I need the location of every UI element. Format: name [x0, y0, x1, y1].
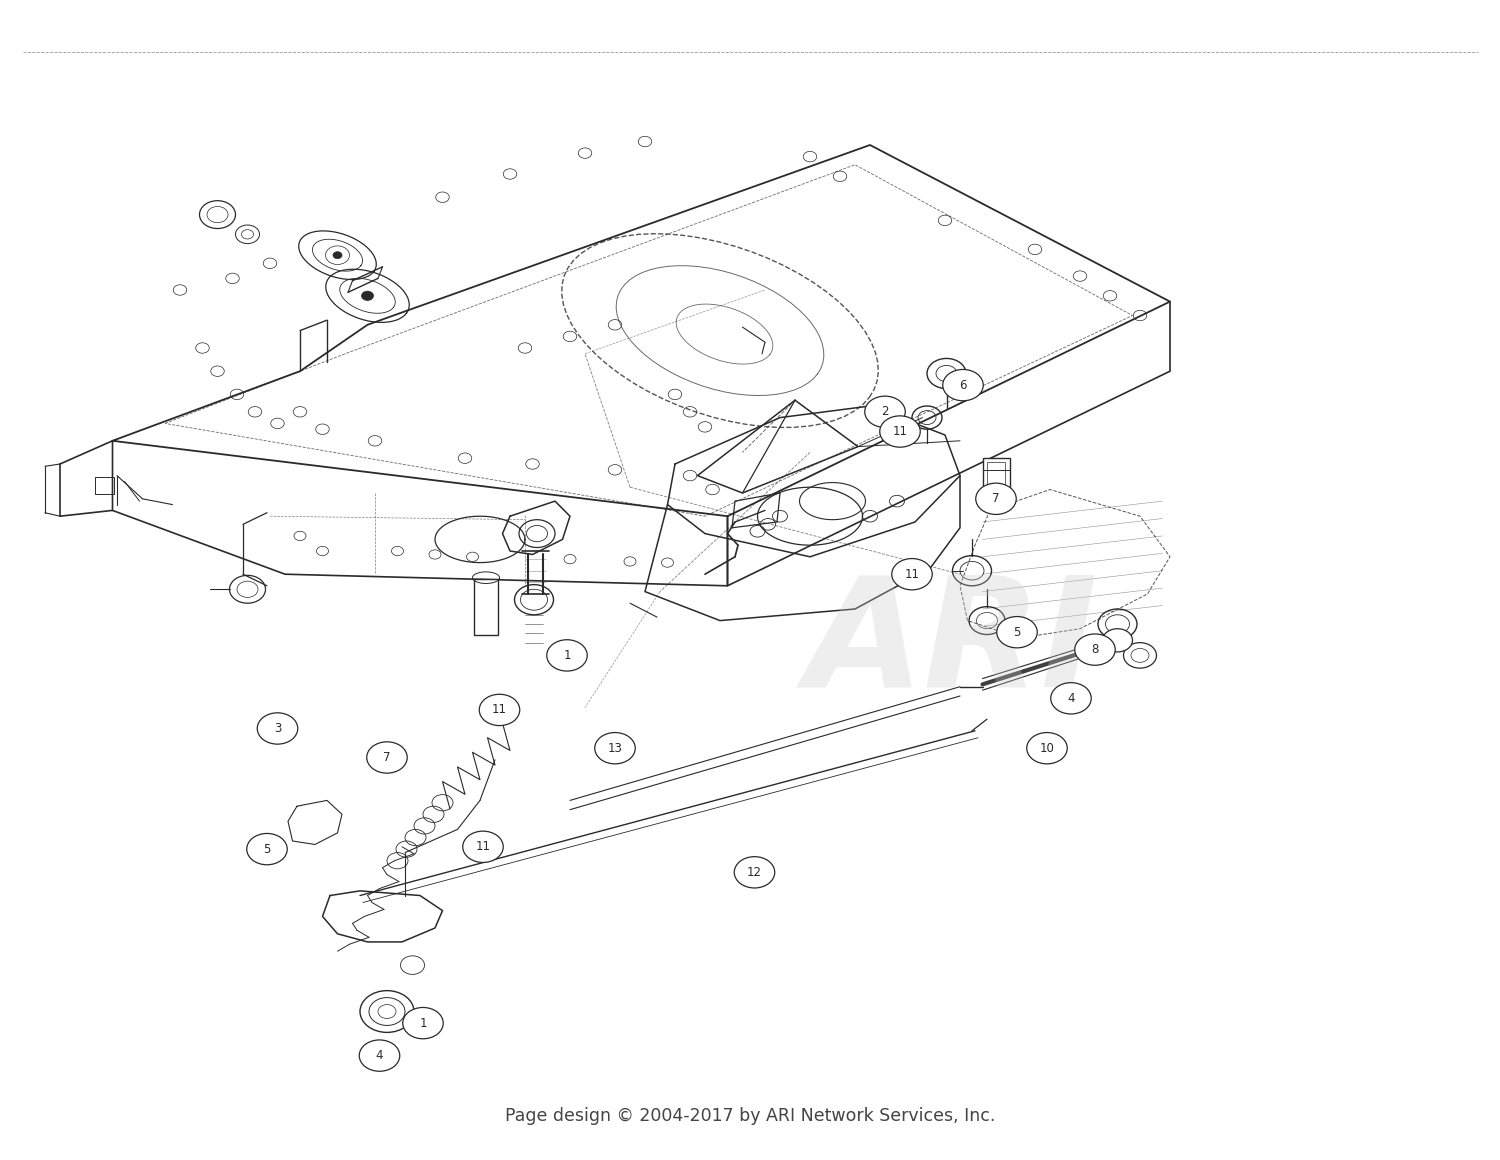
Text: 11: 11: [492, 703, 507, 717]
Circle shape: [258, 712, 297, 745]
Text: 8: 8: [1092, 643, 1098, 657]
Circle shape: [1074, 633, 1114, 666]
Circle shape: [975, 484, 1017, 515]
Text: 3: 3: [274, 722, 280, 735]
Text: 13: 13: [608, 741, 622, 755]
Circle shape: [891, 558, 932, 589]
Circle shape: [360, 1039, 399, 1072]
Text: 4: 4: [1068, 691, 1074, 705]
Circle shape: [333, 252, 342, 259]
Circle shape: [462, 831, 503, 863]
Circle shape: [1026, 733, 1068, 764]
Circle shape: [942, 369, 984, 401]
Circle shape: [402, 1007, 442, 1039]
Text: 1: 1: [564, 648, 570, 662]
FancyBboxPatch shape: [982, 458, 1010, 505]
Circle shape: [879, 416, 920, 447]
Text: 7: 7: [384, 751, 390, 764]
Circle shape: [246, 833, 288, 865]
Text: 12: 12: [747, 865, 762, 879]
Text: 5: 5: [264, 842, 270, 856]
Text: 6: 6: [960, 378, 966, 392]
Circle shape: [1050, 682, 1090, 715]
Text: Page design © 2004-2017 by ARI Network Services, Inc.: Page design © 2004-2017 by ARI Network S…: [506, 1107, 994, 1125]
Text: ARI: ARI: [806, 570, 1100, 718]
Text: 11: 11: [904, 567, 920, 581]
Text: 11: 11: [476, 840, 490, 854]
Text: 5: 5: [1014, 625, 1020, 639]
Circle shape: [594, 733, 636, 764]
FancyBboxPatch shape: [94, 477, 114, 494]
Circle shape: [546, 640, 588, 670]
Circle shape: [735, 856, 774, 889]
Circle shape: [998, 617, 1038, 647]
Text: 2: 2: [882, 405, 888, 419]
Text: 4: 4: [375, 1049, 384, 1063]
Text: 10: 10: [1040, 741, 1054, 755]
Circle shape: [362, 291, 374, 300]
Circle shape: [1102, 629, 1132, 652]
Circle shape: [480, 694, 519, 726]
Text: 1: 1: [419, 1016, 426, 1030]
Circle shape: [366, 742, 407, 774]
FancyBboxPatch shape: [474, 579, 498, 635]
Text: 11: 11: [892, 425, 908, 438]
FancyBboxPatch shape: [987, 462, 1005, 501]
Text: 7: 7: [993, 492, 999, 506]
Circle shape: [864, 397, 904, 427]
